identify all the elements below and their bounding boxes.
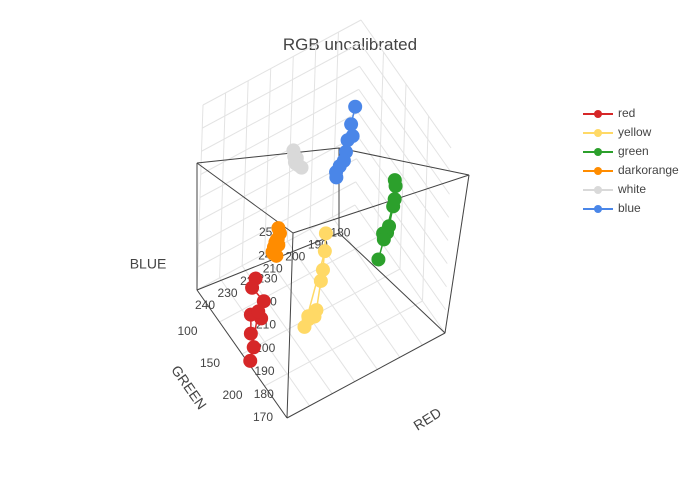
grid-line-blue [355,181,447,311]
data-point-red[interactable] [245,280,260,295]
grid-line-blue [359,65,450,195]
legend-marker [594,129,602,137]
legend-marker [594,167,602,175]
blue-tick-label: 230 [257,271,277,285]
data-point-green[interactable] [371,252,386,267]
grid-line-blue [356,158,447,288]
green-tick-label: 100 [177,324,197,338]
legend-marker [594,186,602,194]
data-point-blue[interactable] [345,129,360,144]
box-edge [338,147,470,176]
data-point-blue[interactable] [344,117,359,132]
data-point-yellow[interactable] [297,319,312,334]
box-edge [444,174,470,334]
grid-line-blue [354,204,446,334]
data-point-red[interactable] [243,326,258,341]
legend-label: green [618,144,649,158]
grid-line-blue [199,112,359,198]
data-point-yellow[interactable] [318,226,333,241]
data-point-yellow[interactable] [315,262,330,277]
data-point-white[interactable] [294,160,309,175]
grid-line-blue [202,42,361,129]
grid-line-blue [202,19,362,106]
red-tick-label: 180 [330,225,350,239]
data-point-red[interactable] [246,340,261,355]
legend-item-yellow[interactable]: yellow [583,125,652,139]
grid-line-blue [360,19,452,149]
legend-item-red[interactable]: red [583,106,635,120]
legend-marker [594,148,602,156]
data-point-green[interactable] [376,232,391,247]
legend-marker [594,205,602,213]
plot-scene[interactable]: 1701801902002102202302402501001502001801… [130,19,470,434]
box-edge [286,232,294,419]
legend: red yellow green darkorange white blue [583,106,679,215]
data-point-yellow[interactable] [313,273,328,288]
legend-label: blue [618,201,641,215]
data-point-darkorange[interactable] [269,248,284,263]
data-point-blue[interactable] [329,170,344,185]
red-axis-title: RED [411,404,445,433]
box-edge [196,147,340,164]
box-edge [338,232,446,334]
blue-tick-label: 200 [255,341,275,355]
green-tick-label: 200 [222,388,242,402]
box-edge [286,332,446,419]
legend-label: yellow [618,125,652,139]
legend-label: darkorange [618,163,679,177]
data-point-yellow[interactable] [317,244,332,259]
data-point-red[interactable] [243,353,258,368]
data-point-blue[interactable] [348,99,363,114]
grid-line-blue [357,112,449,241]
blue-axis-title: BLUE [130,256,167,272]
legend-label: white [617,182,646,196]
grid-line-blue [358,89,450,218]
chart-title: RGB uncalibrated [283,35,417,54]
data-point-green[interactable] [388,178,403,193]
red-tick-label: 240 [195,298,215,312]
grid-line-blue [356,135,448,264]
blue-tick-label: 170 [253,410,273,424]
legend-item-darkorange[interactable]: darkorange [583,163,679,177]
grid-line-blue [201,65,360,152]
red-tick-label: 210 [263,262,283,276]
legend-label: red [618,106,635,120]
box-edge [292,174,470,234]
grid-line-blue [359,42,451,172]
red-tick-label: 200 [285,250,305,264]
data-point-red[interactable] [251,304,266,319]
box-edge [196,289,288,419]
red-tick-label: 230 [218,286,238,300]
green-tick-label: 150 [200,356,220,370]
grid-line-blue [199,135,358,222]
data-point-green[interactable] [387,192,402,207]
box-edge [196,232,340,291]
data-point-darkorange[interactable] [271,237,286,252]
grid-line-green [264,300,423,387]
blue-tick-label: 190 [254,364,274,378]
legend-item-green[interactable]: green [583,144,649,158]
legend-item-white[interactable]: white [583,182,646,196]
legend-item-blue[interactable]: blue [583,201,641,215]
legend-marker [594,110,602,118]
grid-line-green [219,236,378,323]
data-point-red[interactable] [256,294,271,309]
blue-tick-label: 180 [254,387,274,401]
